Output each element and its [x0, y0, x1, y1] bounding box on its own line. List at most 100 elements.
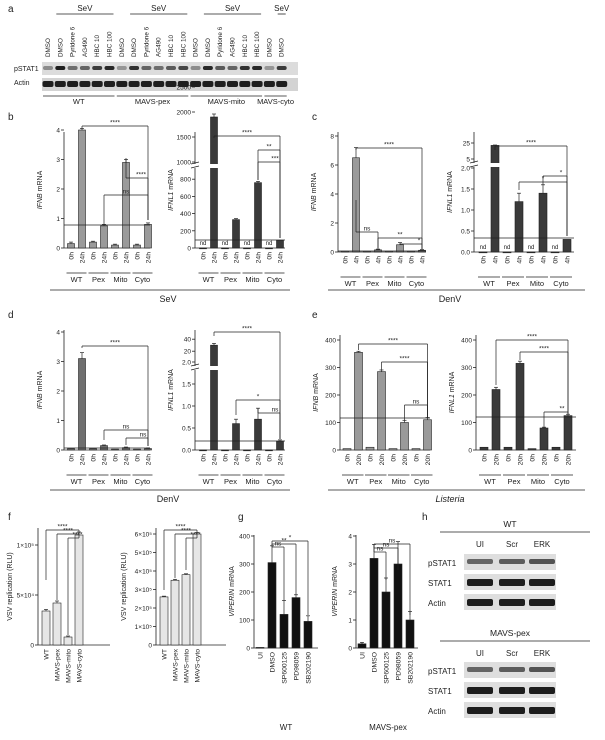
y-tick-label: 20 [184, 349, 192, 356]
blot-h-band [529, 687, 555, 694]
y-tick-label: 200 [461, 393, 472, 400]
band-pstat1-18 [264, 66, 275, 70]
y-tick-label: 0 [56, 448, 60, 455]
y-tick-label: 40 [184, 337, 192, 344]
chart-f2: 0 1×10⁵ 2×10⁵ 3×10⁵ 4×10⁵ 5×10⁵ 6×10⁵ VSV repli… [121, 524, 226, 683]
y-tick-label: 2000 [177, 110, 192, 117]
blot-h-lane-pex-2: ERK [534, 649, 551, 658]
category-label: 4h [354, 256, 361, 264]
bar [503, 446, 513, 451]
y-axis-label-gene: IFNL1 [168, 192, 175, 211]
bar [303, 621, 313, 649]
band-actin-10 [165, 81, 177, 87]
band-actin-4 [91, 81, 103, 87]
group-label: Mito [245, 275, 259, 284]
y-tick-label: 400 [461, 338, 472, 345]
bar [479, 446, 489, 451]
y-axis-label-unit: mRNA [313, 373, 320, 396]
band-actin-3 [79, 81, 91, 87]
bar [111, 244, 119, 249]
blot-h-row-wt-1: STAT1 [428, 579, 452, 588]
sig-label: ** [559, 406, 565, 413]
y-axis-label: IFNB mRNA [313, 373, 320, 412]
bar [255, 647, 265, 649]
category-label: 0h [481, 256, 488, 264]
y-axis-label: IFNL1 mRNA [449, 371, 456, 413]
sig-label: ns [413, 399, 421, 406]
bar [551, 446, 561, 451]
bar [423, 419, 432, 451]
sev-label-1: SeV [151, 4, 167, 13]
band-actin-15 [227, 81, 238, 87]
y-axis-label-gene: VIPERIN [229, 588, 236, 617]
group-label: Pex [224, 477, 237, 486]
sig-label: **** [63, 528, 74, 535]
sig-label: ns [272, 407, 280, 414]
blot-h-band [529, 579, 555, 586]
bar [265, 247, 273, 250]
group-label: Mito [245, 477, 259, 486]
group-label: Cyto [135, 275, 150, 284]
lane-label-18: DMSO [266, 38, 273, 57]
y-axis-label-unit: mRNA [449, 371, 456, 394]
bar [526, 251, 536, 254]
y-axis-label-gene: IFNB [311, 195, 318, 211]
category-label: 24h [146, 454, 153, 466]
sig-label: **** [57, 524, 68, 531]
blot-h-band [467, 599, 493, 606]
category-label: 24h [80, 454, 87, 466]
y-tick-label: 300 [325, 365, 336, 372]
category-label: 0h [223, 252, 230, 260]
category-label: WT [162, 649, 169, 660]
lane-label-17: HBC 100 [254, 31, 261, 57]
y-tick-label: 0.0 [461, 250, 470, 257]
band-actin-19 [276, 81, 288, 87]
sig-label: * [289, 535, 292, 542]
category-label: 24h [124, 454, 131, 466]
blot-h-band [467, 707, 493, 714]
lane-label-5: HBC 100 [107, 31, 114, 57]
sig-label: **** [242, 326, 253, 333]
band-pstat1-17 [252, 66, 263, 70]
blot-h-lane-wt-2: ERK [534, 540, 551, 549]
group-label: Pex [92, 477, 105, 486]
group-label: WT [484, 477, 496, 486]
lane-label-3: AG490 [82, 37, 89, 57]
bar [63, 636, 73, 646]
category-label: 20h [542, 454, 549, 466]
blot-h-band [529, 667, 555, 672]
category-label: 20h [425, 454, 432, 466]
y-tick-label: 400 [180, 211, 191, 218]
lane-label-6: DMSO [119, 38, 126, 57]
sig-label: **** [242, 130, 253, 137]
group-label: WT [203, 477, 215, 486]
panel-letter-d: d [8, 310, 14, 321]
bar [538, 192, 548, 253]
y-tick-label: 4 [330, 192, 334, 199]
category-label: 0h [267, 454, 274, 462]
category-label: 24h [256, 454, 263, 466]
y-tick-label: 1000 [177, 160, 192, 167]
lane-label-15: AG490 [230, 37, 237, 57]
y-axis-label-gene: IFNL1 [168, 392, 175, 411]
category-label: WT [44, 649, 51, 660]
sig-label: *** [271, 156, 279, 163]
blot-h-band [467, 579, 493, 586]
lane-label-11: HBC 100 [180, 31, 187, 57]
band-actin-16 [239, 81, 251, 87]
sig-label: ns [377, 546, 385, 553]
chart-e2: 0 100 200 300 400 IFNL1 mRNA 0h 20h 0h 20h 0h 20h 0h… [449, 334, 576, 486]
bar [100, 225, 108, 249]
category-label: 4h [420, 256, 427, 264]
y-tick-label: 1×10⁵ [17, 543, 35, 550]
lane-label-0: DMSO [45, 38, 52, 57]
y-tick-label: 0 [187, 246, 191, 253]
y-axis-label-unit: mRNA [168, 369, 175, 392]
category-label: SB202190 [306, 652, 313, 684]
category-label: 0h [267, 252, 274, 260]
band-actin-8 [140, 81, 152, 87]
blot-h-band [529, 559, 555, 564]
sig-label: * [257, 394, 260, 401]
